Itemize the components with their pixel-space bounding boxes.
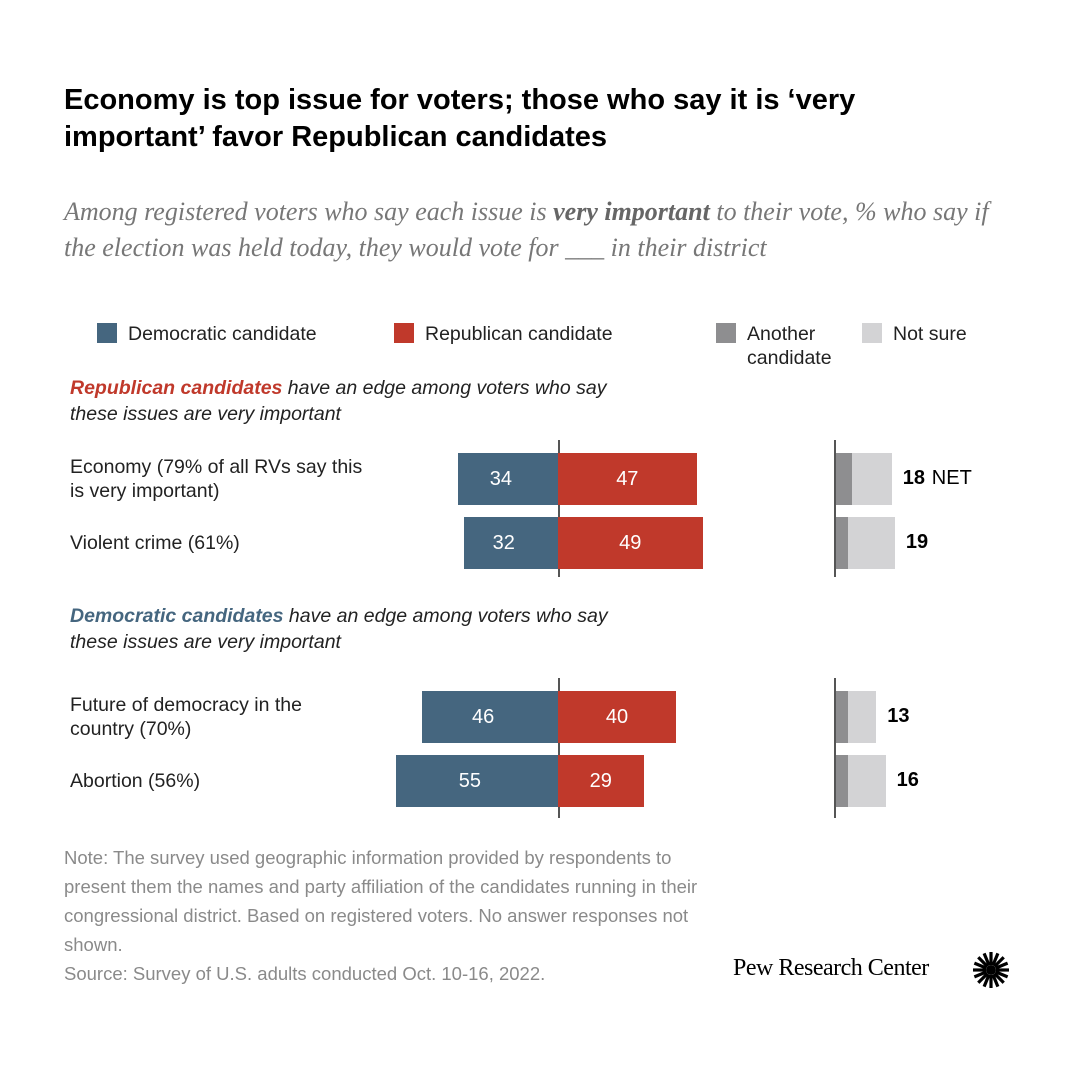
legend-swatch — [862, 323, 882, 343]
chart-title: Economy is top issue for voters; those w… — [64, 84, 856, 153]
bar-republican — [558, 691, 676, 743]
bar-not-sure — [848, 517, 895, 569]
data-label-republican: 49 — [619, 532, 642, 554]
legend-label: Another candidate — [747, 323, 832, 369]
bar-democratic — [395, 755, 558, 807]
subtitle-text-end: to their vote, % who say if the election… — [64, 197, 989, 262]
pew-sunburst-icon — [973, 952, 1009, 988]
data-label-republican: 47 — [616, 468, 639, 490]
group-header-republican: Republican candidates have an edge among… — [70, 375, 630, 427]
row-label: Economy (79% of all RVs say this is very… — [70, 456, 363, 502]
bar-republican — [558, 755, 644, 807]
right-axis — [834, 678, 836, 818]
pew-logo: Pew Research Center — [733, 952, 1009, 988]
data-label-democratic: 34 — [489, 468, 512, 490]
data-label-democratic: 32 — [492, 532, 515, 554]
bar-republican — [558, 453, 697, 505]
legend-label: Republican candidate — [425, 323, 613, 345]
net-label: 16 — [896, 769, 919, 791]
data-label-republican: 40 — [605, 706, 629, 728]
right-axis — [834, 440, 836, 577]
net-label: 13 — [887, 705, 910, 727]
data-label-republican: 29 — [589, 770, 612, 792]
bar-democratic — [422, 691, 558, 743]
subtitle-emphasis: very important — [553, 197, 710, 226]
bar-another — [836, 453, 852, 505]
header-text: have an edge among voters who say these … — [70, 377, 607, 425]
subtitle-text: Among registered voters who say each iss… — [64, 197, 554, 226]
source-text: Source: Survey of U.S. adults conducted … — [64, 963, 546, 984]
legend-swatch — [716, 323, 736, 343]
note: Note: The survey used geographic informa… — [64, 843, 704, 988]
data-label-democratic: 55 — [458, 770, 481, 792]
net-label: 18 — [902, 467, 926, 489]
row-label: Violent crime (61%) — [70, 532, 240, 554]
net-label: 19 — [905, 531, 929, 553]
bar-another — [836, 517, 849, 569]
bar-republican — [558, 517, 703, 569]
legend-swatch — [394, 323, 414, 343]
data-label-democratic: 46 — [472, 706, 495, 728]
header-emphasis: Democratic candidates — [70, 605, 284, 627]
header-text: have an edge among voters who say these … — [70, 605, 608, 653]
bar-not-sure — [848, 691, 877, 743]
row-label: Future of democracy in the country (70%) — [70, 694, 302, 740]
bar-another — [836, 755, 849, 807]
note-text: Note: The survey used geographic informa… — [64, 847, 698, 955]
row-label: Abortion (56%) — [70, 770, 201, 792]
legend-label: Democratic candidate — [128, 323, 317, 345]
legend-label: Not sure — [893, 323, 967, 345]
bar-another — [836, 691, 849, 743]
group-header-democratic: Democratic candidates have an edge among… — [70, 603, 630, 655]
center-axis — [558, 440, 560, 577]
logo-text: Pew Research Center — [733, 955, 929, 981]
bar-democratic — [463, 517, 558, 569]
chart-subtitle: Among registered voters who say each iss… — [64, 194, 1004, 266]
center-axis — [558, 678, 560, 818]
bar-democratic — [457, 453, 558, 505]
bar-not-sure — [848, 755, 886, 807]
net-suffix: NET — [931, 467, 972, 489]
header-emphasis: Republican candidates — [70, 377, 283, 399]
legend-swatch — [97, 323, 117, 343]
bar-not-sure — [851, 453, 892, 505]
